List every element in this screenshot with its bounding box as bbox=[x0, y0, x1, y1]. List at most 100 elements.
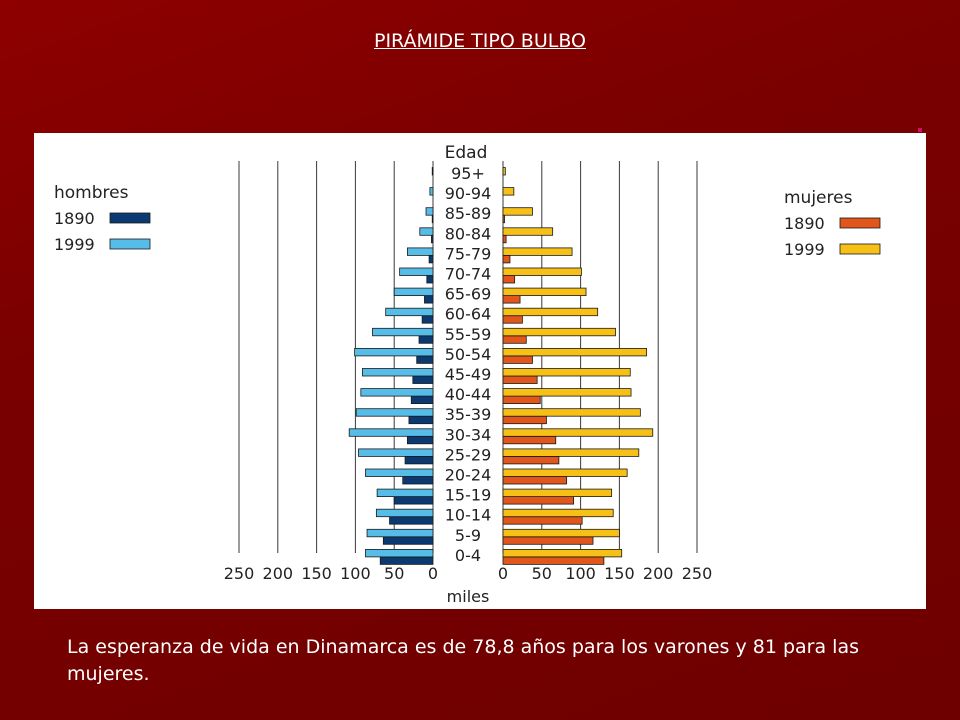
slide-title: PIRÁMIDE TIPO BULBO bbox=[373, 30, 586, 52]
bar-mujeres-1890 bbox=[502, 435, 557, 445]
bar-mujeres-1890 bbox=[502, 496, 575, 505]
bar-hombres-1890 bbox=[431, 214, 434, 224]
bar-hombres-1999 bbox=[355, 408, 434, 417]
caption: La esperanza de vida en Dinamarca es de … bbox=[67, 636, 859, 685]
tick-label-left: 100 bbox=[340, 564, 371, 583]
bar-hombres-1999 bbox=[360, 388, 434, 397]
bar-hombres-1999 bbox=[358, 448, 434, 457]
age-label: 75-79 bbox=[445, 244, 492, 263]
bar-hombres-1999 bbox=[365, 468, 434, 477]
tick-label-right: 200 bbox=[643, 564, 674, 583]
legend-label-mujeres-1999: 1999 bbox=[784, 240, 825, 259]
bar-mujeres-1890 bbox=[502, 415, 547, 425]
legend-label-mujeres-1890: 1890 bbox=[784, 214, 825, 233]
bar-hombres-1890 bbox=[382, 536, 434, 545]
age-label: 25-29 bbox=[445, 445, 492, 464]
age-label: 45-49 bbox=[445, 365, 492, 384]
age-label: 70-74 bbox=[445, 265, 492, 284]
legend-title-mujeres: mujeres bbox=[784, 188, 853, 208]
age-label: 60-64 bbox=[445, 305, 492, 324]
x-axis-label: miles bbox=[447, 587, 490, 606]
bar-hombres-1890 bbox=[418, 335, 434, 344]
bar-mujeres-1999 bbox=[502, 428, 654, 437]
age-label: 90-94 bbox=[445, 184, 492, 203]
bar-hombres-1890 bbox=[426, 275, 434, 284]
tick-label-right: 50 bbox=[532, 564, 552, 583]
tick-label-left: 50 bbox=[384, 564, 404, 583]
age-label: 50-54 bbox=[445, 345, 492, 364]
legend-label-hombres-1999: 1999 bbox=[54, 235, 95, 254]
tick-label-left: 200 bbox=[263, 564, 294, 583]
corner-mark bbox=[918, 128, 922, 132]
bar-mujeres-1890 bbox=[502, 255, 511, 264]
bar-mujeres-1999 bbox=[502, 267, 582, 276]
age-label: 95+ bbox=[451, 164, 485, 183]
legend-swatch-mujeres-1999 bbox=[839, 243, 881, 255]
tick-label-right: 0 bbox=[498, 564, 508, 583]
bar-hombres-1890 bbox=[428, 255, 434, 264]
age-label: 0-4 bbox=[455, 546, 481, 565]
bar-hombres-1890 bbox=[408, 415, 434, 425]
bar-mujeres-1890 bbox=[502, 295, 521, 304]
bar-mujeres-1999 bbox=[502, 327, 616, 337]
legend-swatch-mujeres-1890 bbox=[839, 217, 881, 229]
bar-mujeres-1890 bbox=[502, 234, 507, 244]
bar-mujeres-1999 bbox=[502, 347, 647, 357]
bar-hombres-1999 bbox=[375, 508, 434, 518]
bar-mujeres-1890 bbox=[502, 516, 583, 525]
bar-hombres-1890 bbox=[412, 375, 434, 384]
legend-swatch-hombres-1999 bbox=[109, 238, 151, 250]
bar-mujeres-1890 bbox=[502, 355, 533, 364]
bar-mujeres-1999 bbox=[502, 548, 623, 558]
bar-mujeres-1890 bbox=[502, 395, 541, 405]
bar-mujeres-1890 bbox=[502, 536, 594, 545]
bar-hombres-1999 bbox=[399, 267, 434, 276]
age-label: 65-69 bbox=[445, 285, 492, 304]
bar-mujeres-1890 bbox=[502, 275, 516, 284]
bar-hombres-1999 bbox=[406, 247, 434, 256]
bar-hombres-1890 bbox=[404, 455, 434, 465]
bar-mujeres-1890 bbox=[502, 214, 505, 224]
bar-mujeres-1999 bbox=[502, 207, 533, 216]
age-label: 55-59 bbox=[445, 325, 492, 344]
bar-hombres-1999 bbox=[419, 227, 434, 236]
legend-title-hombres: hombres bbox=[54, 183, 129, 203]
tick-label-left: 250 bbox=[224, 564, 255, 583]
bar-mujeres-1890 bbox=[502, 335, 527, 344]
age-axis-label: Edad bbox=[445, 143, 488, 163]
bar-hombres-1999 bbox=[385, 307, 434, 317]
bar-hombres-1890 bbox=[424, 295, 434, 304]
bar-mujeres-1999 bbox=[502, 227, 554, 236]
bar-mujeres-1999 bbox=[502, 247, 573, 256]
bar-hombres-1890 bbox=[406, 435, 434, 445]
bar-mujeres-1999 bbox=[502, 488, 613, 498]
bar-hombres-1999 bbox=[393, 287, 434, 297]
bar-hombres-1999 bbox=[348, 428, 434, 437]
bar-hombres-1999 bbox=[361, 368, 434, 377]
bar-mujeres-1999 bbox=[502, 448, 640, 457]
bar-mujeres-1999 bbox=[502, 287, 587, 297]
tick-label-left: 0 bbox=[428, 564, 438, 583]
bar-hombres-1890 bbox=[421, 315, 434, 324]
bar-hombres-1999 bbox=[372, 327, 434, 337]
age-label: 35-39 bbox=[445, 405, 492, 424]
bar-hombres-1999 bbox=[366, 528, 434, 538]
age-label: 10-14 bbox=[445, 506, 492, 525]
age-label: 40-44 bbox=[445, 385, 492, 404]
bar-mujeres-1999 bbox=[502, 187, 515, 196]
legend-swatch-hombres-1890 bbox=[109, 212, 151, 224]
bar-mujeres-1999 bbox=[502, 167, 506, 176]
age-label: 20-24 bbox=[445, 466, 492, 485]
bar-mujeres-1999 bbox=[502, 508, 614, 518]
bar-hombres-1999 bbox=[376, 488, 434, 498]
bar-mujeres-1999 bbox=[502, 388, 632, 397]
bar-mujeres-1999 bbox=[502, 307, 599, 317]
population-pyramid-chart: Edad 95+ 90-94 85-89 80-84 75-79 70-74 65-69 60-… bbox=[34, 133, 926, 609]
bar-hombres-1999 bbox=[431, 167, 434, 176]
bar-mujeres-1999 bbox=[502, 408, 641, 417]
bar-hombres-1999 bbox=[365, 548, 434, 558]
bar-mujeres-1999 bbox=[502, 528, 620, 538]
bar-mujeres-1890 bbox=[502, 375, 538, 384]
bar-hombres-1999 bbox=[425, 207, 434, 216]
